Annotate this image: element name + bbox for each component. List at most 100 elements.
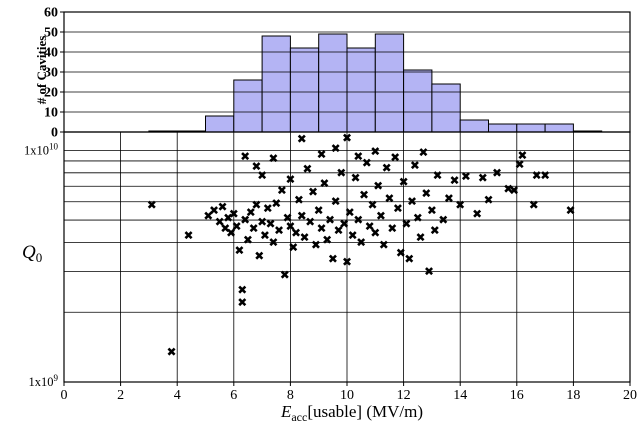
histogram-y-tick-labels: 0 10 20 30 40 50 60 xyxy=(44,6,64,141)
histogram-bar xyxy=(544,123,574,133)
scatter-point: ✖ xyxy=(427,203,437,217)
scatter-point: ✖ xyxy=(268,236,278,250)
scatter-gridlines xyxy=(64,132,630,382)
scatter-point: ✖ xyxy=(280,268,290,282)
scatter-point: ✖ xyxy=(390,151,400,165)
x-label-main: E xyxy=(280,402,292,421)
scatter-point: ✖ xyxy=(336,166,346,180)
scatter-point: ✖ xyxy=(353,213,363,227)
scatter-point: ✖ xyxy=(370,226,380,240)
scatter-point: ✖ xyxy=(283,211,293,225)
histogram-bar xyxy=(289,47,320,133)
scatter-point: ✖ xyxy=(288,241,298,255)
histogram-bar xyxy=(459,119,490,133)
scatter-point: ✖ xyxy=(251,198,261,212)
scatter-point: ✖ xyxy=(297,132,307,146)
scatter-y-tick-label: 1x109 xyxy=(29,373,59,389)
scatter-y-tick-label: 1x1010 xyxy=(24,141,59,157)
scatter-point: ✖ xyxy=(308,185,318,199)
scatter-points: ✖ ✖ ✖ ✖ ✖ ✖ ✖ ✖ ✖ ✖ ✖ ✖ ✖ ✖ ✖ ✖ ✖ ✖ ✖ ✖ ✖ ✖ ✖ ✖ ✖ ✖ ✖ ✖ ✖ ✖ ✖ ✖ ✖ ✖ ✖ ✖ ✖ ✖ ✖ ✖… xyxy=(147,131,576,359)
scatter-y-axis-label: Q0 xyxy=(22,242,42,265)
scatter-point: ✖ xyxy=(277,184,287,198)
scatter-point: ✖ xyxy=(509,184,519,198)
scatter-y-tick-labels: 1x109 1x1010 xyxy=(24,141,59,389)
scatter-point: ✖ xyxy=(424,264,434,278)
histogram-bar xyxy=(431,83,461,133)
histogram-bar xyxy=(318,33,348,133)
scatter-point: ✖ xyxy=(430,224,440,238)
scatter-point: ✖ xyxy=(413,211,423,225)
histogram-y-tick-label: 50 xyxy=(44,26,58,41)
scatter-x-tick-label: 6 xyxy=(230,388,237,403)
scatter-point: ✖ xyxy=(438,213,448,227)
scatter-point: ✖ xyxy=(263,202,273,216)
scatter-x-tick-label: 8 xyxy=(287,388,294,403)
histogram-y-tick-label: 20 xyxy=(44,86,58,101)
scatter-x-tick-label: 12 xyxy=(397,388,411,403)
scatter-point: ✖ xyxy=(393,202,403,216)
scatter-x-tick-label: 2 xyxy=(117,388,124,403)
scatter-point: ✖ xyxy=(220,221,230,235)
scatter-x-tick-label: 10 xyxy=(340,388,354,403)
scatter-point: ✖ xyxy=(232,219,242,233)
scatter-point: ✖ xyxy=(382,161,392,175)
scatter-point: ✖ xyxy=(302,162,312,176)
scatter-point: ✖ xyxy=(331,195,341,209)
scatter-point: ✖ xyxy=(540,168,550,182)
scatter-point: ✖ xyxy=(410,159,420,173)
scatter-point: ✖ xyxy=(331,141,341,155)
histogram-gridlines xyxy=(64,31,630,113)
scatter-point: ✖ xyxy=(342,255,352,269)
scatter-point: ✖ xyxy=(223,211,233,225)
scatter-point: ✖ xyxy=(316,221,326,235)
histogram-y-tick-label: 40 xyxy=(44,46,58,61)
scatter-point: ✖ xyxy=(399,175,409,189)
scatter-point: ✖ xyxy=(529,198,539,212)
scatter-point: ✖ xyxy=(345,205,355,219)
scatter-point: ✖ xyxy=(328,252,338,266)
scatter-point: ✖ xyxy=(268,152,278,166)
histogram-bar xyxy=(488,123,518,133)
histogram-bar xyxy=(261,35,291,133)
scatter-point: ✖ xyxy=(407,195,417,209)
scatter-point: ✖ xyxy=(333,224,343,238)
scatter-point: ✖ xyxy=(515,157,525,171)
scatter-point: ✖ xyxy=(450,174,460,188)
scatter-point: ✖ xyxy=(257,215,267,229)
scatter-point: ✖ xyxy=(314,203,324,217)
y-label-main: Q xyxy=(22,242,36,263)
scatter-point: ✖ xyxy=(356,236,366,250)
scatter-point: ✖ xyxy=(183,228,193,242)
scatter-point: ✖ xyxy=(492,166,502,180)
scatter-point: ✖ xyxy=(254,249,264,263)
scatter-x-tick-label: 16 xyxy=(510,388,524,403)
scatter-point: ✖ xyxy=(362,156,372,170)
scatter-point: ✖ xyxy=(229,207,239,221)
histogram-bar xyxy=(403,69,433,133)
scatter-point: ✖ xyxy=(387,221,397,235)
scatter-point: ✖ xyxy=(359,188,369,202)
scatter-x-tick-labels: 0 2 4 6 8 10 12 14 16 18 20 xyxy=(61,382,637,403)
scatter-point: ✖ xyxy=(325,213,335,227)
scatter-point: ✖ xyxy=(350,171,360,185)
scatter-point: ✖ xyxy=(404,252,414,266)
scatter-point: ✖ xyxy=(373,179,383,193)
scatter-point: ✖ xyxy=(461,170,471,184)
scatter-point: ✖ xyxy=(240,150,250,164)
scatter-point: ✖ xyxy=(203,209,213,223)
scatter-point: ✖ xyxy=(260,228,270,242)
scatter-x-tick-label: 18 xyxy=(566,388,580,403)
scatter-point: ✖ xyxy=(243,233,253,247)
scatter-point: ✖ xyxy=(421,187,431,201)
scatter-point: ✖ xyxy=(305,215,315,229)
scatter-point: ✖ xyxy=(416,231,426,245)
scatter-point: ✖ xyxy=(240,213,250,227)
scatter-point: ✖ xyxy=(322,233,332,247)
scatter-point: ✖ xyxy=(234,243,244,257)
scatter-point: ✖ xyxy=(517,149,527,163)
scatter-x-tick-label: 20 xyxy=(623,388,637,403)
scatter-x-tick-label: 0 xyxy=(61,388,68,403)
histogram-bar xyxy=(233,79,263,133)
scatter-point: ✖ xyxy=(297,209,307,223)
